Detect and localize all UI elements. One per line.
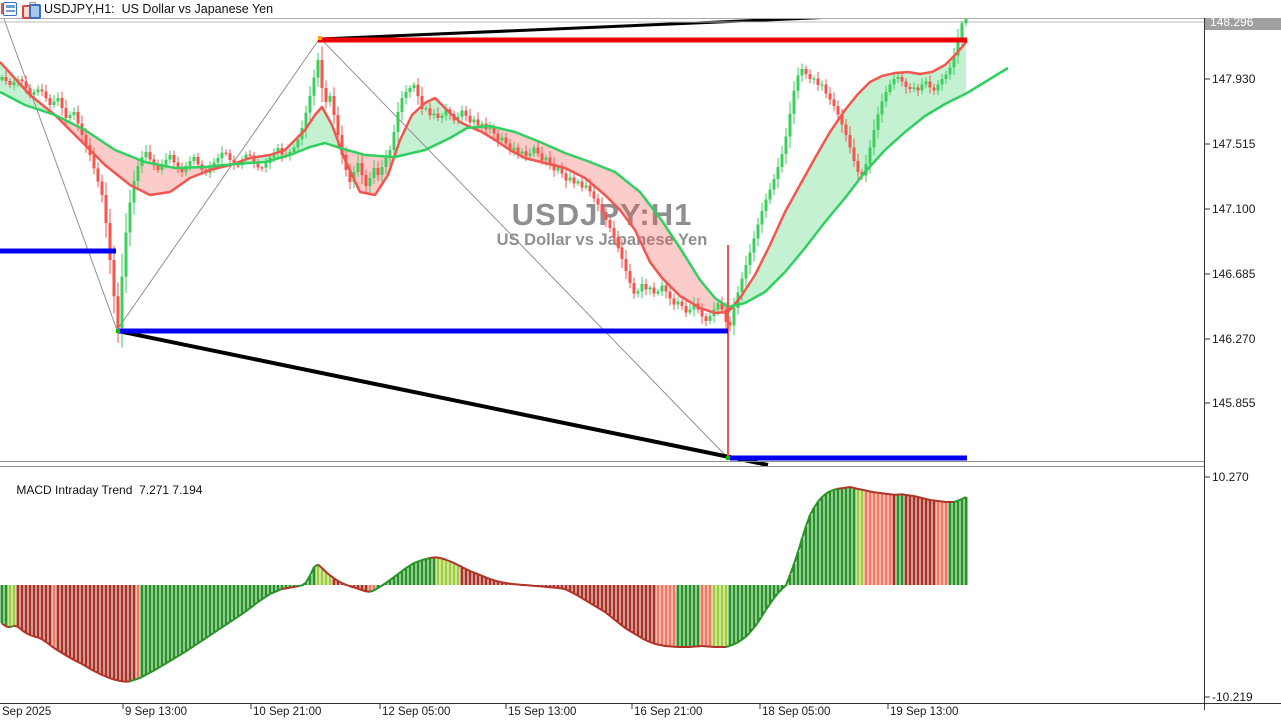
chart-list-icon[interactable] — [1, 2, 17, 16]
macd-signal-line — [1, 486, 967, 683]
current-price-box: 148.296 — [1205, 14, 1281, 30]
candles-layer — [0, 18, 968, 348]
time-scale-label: 19 Sep 13:00 — [890, 706, 959, 718]
macd-indicator-label: MACD Intraday Trend 7.271 7.194 — [3, 469, 202, 511]
price-scale-label: 145.855 — [1212, 396, 1256, 410]
price-scale-label: 146.685 — [1212, 267, 1256, 281]
chart-title-bar: USDJPY,H1: US Dollar vs Japanese Yen — [0, 0, 1281, 19]
price-scale-label: 146.270 — [1212, 332, 1256, 346]
macd-name: MACD Intraday Trend — [16, 483, 133, 497]
price-scale-label: 147.515 — [1212, 137, 1256, 151]
watermark-symbol: USDJPY:H1 — [511, 197, 693, 232]
ma-ribbon-fill — [0, 42, 966, 313]
time-scale-label: 10 Sep 21:00 — [253, 706, 322, 718]
time-scale-label: 16 Sep 21:00 — [634, 706, 703, 718]
watermark-description: US Dollar vs Japanese Yen — [496, 231, 708, 249]
time-scale-label: 9 Sep 13:00 — [125, 706, 188, 718]
macd-histogram — [0, 487, 968, 682]
macd-scale-label: 10.270 — [1212, 470, 1249, 484]
time-scale-label: 12 Sep 05:00 — [382, 706, 451, 718]
price-scale-label: 147.100 — [1212, 202, 1256, 216]
price-scale-label: 147.930 — [1212, 72, 1256, 86]
macd-scale-label: -10.219 — [1212, 690, 1253, 704]
new-chart-icon[interactable] — [22, 2, 41, 19]
time-scale-label: 18 Sep 05:00 — [762, 706, 831, 718]
time-scale-label: 15 Sep 13:00 — [508, 706, 577, 718]
ma-lines — [0, 40, 1009, 315]
macd-values: 7.271 7.194 — [139, 483, 203, 497]
time-scale-label: Sep 2025 — [2, 706, 52, 718]
chart-title: USDJPY,H1: US Dollar vs Japanese Yen — [44, 2, 274, 16]
symbol-watermark: USDJPY:H1 US Dollar vs Japanese Yen — [0, 197, 1204, 250]
object-lines — [0, 1, 970, 461]
